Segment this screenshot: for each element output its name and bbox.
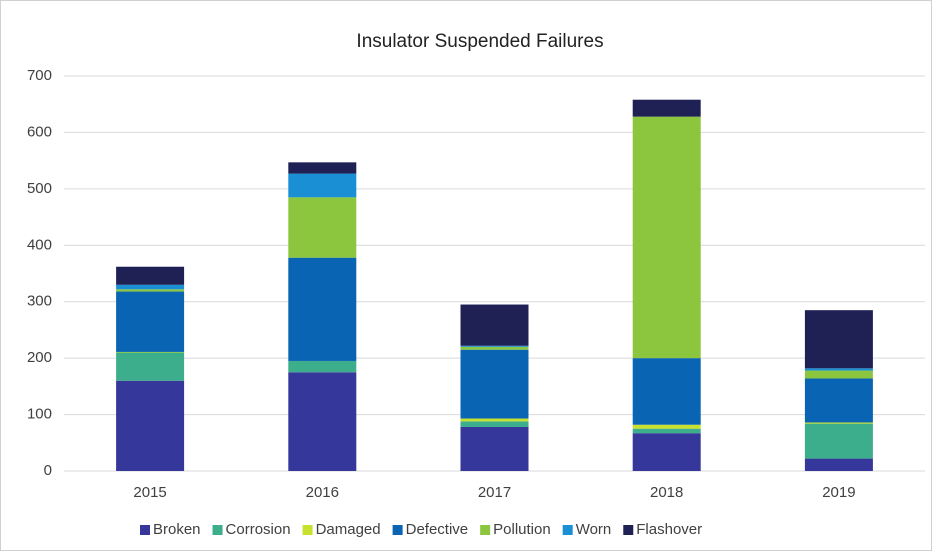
bar-segment xyxy=(116,266,185,285)
legend-label: Defective xyxy=(406,521,469,538)
x-tick-label: 2019 xyxy=(822,484,855,501)
bar-segment xyxy=(632,428,701,434)
bar-segment xyxy=(804,422,873,424)
bar-segment xyxy=(460,304,529,346)
legend-swatch xyxy=(140,525,150,535)
legend-swatch xyxy=(212,525,223,535)
legend-label: Broken xyxy=(153,521,201,538)
legend-label: Flashover xyxy=(636,521,702,538)
legend-label: Corrosion xyxy=(226,521,291,538)
bar-segment xyxy=(804,370,873,379)
bar-segment xyxy=(288,162,357,174)
bar-segment xyxy=(804,423,873,459)
bar-segment xyxy=(116,351,185,353)
bar-segment xyxy=(460,418,529,422)
bar-segment xyxy=(632,116,701,359)
bar-segment xyxy=(804,310,873,369)
legend-swatch xyxy=(392,525,403,535)
legend-swatch xyxy=(562,525,573,535)
bar-segment xyxy=(288,257,357,361)
legend-label: Worn xyxy=(576,521,612,538)
y-tick-label: 300 xyxy=(27,293,52,310)
bar-segment xyxy=(288,173,357,198)
y-tick-label: 100 xyxy=(27,406,52,423)
bar-segment xyxy=(632,433,701,471)
bar-segment xyxy=(116,380,185,471)
bar-segment xyxy=(632,358,701,425)
legend-label: Pollution xyxy=(493,521,551,538)
legend-label: Damaged xyxy=(316,521,381,538)
bar-segment xyxy=(632,99,701,117)
legend-swatch xyxy=(480,525,491,535)
y-tick-label: 500 xyxy=(27,180,52,197)
x-tick-label: 2018 xyxy=(650,484,683,501)
bar-segment xyxy=(804,458,873,471)
bar-segment xyxy=(460,421,529,427)
x-tick-label: 2015 xyxy=(133,484,166,501)
bar-segment xyxy=(288,372,357,471)
bar-segment xyxy=(460,349,529,419)
bar-segment xyxy=(632,424,701,429)
bar-segment xyxy=(804,368,873,371)
bar-segment xyxy=(116,291,185,352)
chart-title: Insulator Suspended Failures xyxy=(356,31,603,52)
y-tick-label: 600 xyxy=(27,123,52,140)
bar-segment xyxy=(460,346,529,350)
bar-segment xyxy=(460,426,529,471)
bar-segment xyxy=(116,284,185,290)
x-tick-label: 2017 xyxy=(478,484,511,501)
y-tick-label: 400 xyxy=(27,236,52,253)
bar-segment xyxy=(460,345,529,347)
y-tick-label: 700 xyxy=(27,67,52,84)
bar-segment xyxy=(288,197,357,258)
bar-segment xyxy=(288,360,357,373)
bar-segment xyxy=(804,378,873,423)
y-tick-label: 200 xyxy=(27,349,52,366)
legend-swatch xyxy=(623,525,634,535)
legend-swatch xyxy=(302,525,313,535)
bar-segment xyxy=(116,352,185,381)
bar-segment xyxy=(116,289,185,292)
y-tick-label: 0 xyxy=(44,462,52,479)
x-tick-label: 2016 xyxy=(306,484,339,501)
